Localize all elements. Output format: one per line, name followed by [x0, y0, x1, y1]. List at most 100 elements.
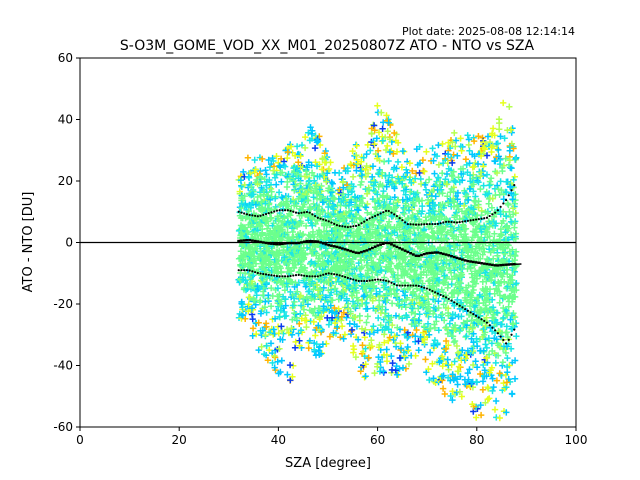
data-point	[270, 326, 277, 333]
data-point	[368, 343, 376, 350]
upper-sigma-marker	[341, 225, 344, 228]
data-point	[494, 252, 501, 259]
upper-sigma-marker	[474, 218, 478, 221]
data-point	[463, 247, 470, 254]
data-point	[479, 251, 486, 258]
data-point	[457, 269, 465, 276]
data-point	[314, 230, 321, 238]
data-point	[441, 390, 448, 398]
data-point	[383, 183, 390, 190]
data-point	[393, 362, 400, 370]
data-point	[288, 325, 295, 332]
mean-marker	[466, 259, 470, 263]
y-tick-label: 20	[58, 174, 73, 188]
data-point	[338, 313, 346, 320]
data-point	[491, 406, 499, 413]
data-point	[390, 166, 397, 173]
mean-marker	[346, 248, 350, 252]
data-point	[450, 338, 458, 346]
y-axis-label: ATO - NTO [DU]	[21, 192, 36, 293]
data-point	[482, 399, 489, 406]
data-point	[442, 279, 449, 286]
data-point	[278, 178, 285, 185]
mean-marker	[370, 246, 374, 250]
mean-marker	[283, 242, 287, 245]
data-point	[471, 268, 479, 275]
data-point	[462, 156, 470, 163]
data-point	[511, 173, 518, 180]
data-point	[388, 300, 396, 307]
mean-marker	[286, 241, 290, 245]
data-point	[484, 210, 491, 217]
data-point	[349, 173, 357, 180]
data-point	[303, 193, 311, 200]
data-point	[435, 141, 442, 149]
data-point	[377, 309, 385, 317]
data-point	[263, 171, 270, 178]
data-point	[451, 267, 458, 274]
data-point	[363, 319, 370, 326]
data-point	[315, 322, 322, 329]
data-point	[367, 147, 374, 154]
upper-sigma-marker	[275, 209, 279, 212]
data-point	[283, 183, 291, 191]
data-point	[452, 137, 460, 144]
data-point	[345, 202, 353, 209]
data-point	[383, 290, 390, 297]
data-point	[465, 196, 472, 204]
data-point	[407, 188, 414, 195]
mean-marker	[477, 261, 481, 264]
upper-sigma-marker	[483, 217, 486, 220]
data-point	[375, 129, 383, 136]
data-point	[391, 129, 398, 137]
lower-sigma-marker	[245, 269, 249, 272]
data-point	[374, 191, 381, 198]
data-point	[274, 358, 281, 365]
data-point	[505, 375, 512, 383]
data-point	[321, 159, 329, 166]
data-point	[475, 133, 482, 140]
data-point	[272, 195, 279, 202]
data-point	[496, 414, 503, 422]
data-point	[496, 370, 503, 377]
data-point	[347, 160, 354, 168]
data-point	[361, 329, 368, 336]
lower-sigma-marker	[434, 291, 437, 294]
data-point	[271, 364, 278, 371]
upper-sigma-marker	[248, 213, 251, 217]
data-point	[479, 326, 486, 334]
lower-sigma-marker	[507, 338, 510, 341]
data-point	[408, 206, 416, 213]
upper-sigma-marker	[450, 220, 453, 224]
data-point	[277, 227, 285, 235]
lower-sigma-marker	[327, 272, 330, 275]
data-point	[489, 387, 496, 395]
upper-sigma-marker	[510, 189, 513, 192]
data-point	[423, 148, 430, 155]
data-point	[477, 401, 484, 409]
upper-sigma-marker	[488, 214, 491, 218]
data-point	[488, 364, 496, 371]
data-point	[454, 296, 461, 304]
data-point	[498, 186, 505, 194]
mean-marker	[294, 241, 298, 245]
lower-sigma-marker	[382, 279, 385, 282]
data-point	[381, 274, 388, 281]
mean-marker	[469, 260, 472, 263]
data-point	[279, 336, 286, 343]
lower-sigma-marker	[273, 274, 276, 277]
data-point	[497, 211, 504, 218]
lower-sigma-marker	[368, 279, 371, 282]
data-point	[306, 337, 314, 344]
data-point	[308, 162, 315, 169]
mean-marker	[458, 257, 462, 260]
data-point	[495, 146, 502, 154]
upper-sigma-marker	[357, 223, 360, 227]
upper-sigma-marker	[335, 224, 339, 227]
mean-marker	[308, 239, 312, 243]
data-point	[281, 163, 289, 170]
data-point	[363, 289, 370, 296]
data-point	[496, 191, 503, 198]
upper-sigma-marker	[368, 217, 371, 220]
